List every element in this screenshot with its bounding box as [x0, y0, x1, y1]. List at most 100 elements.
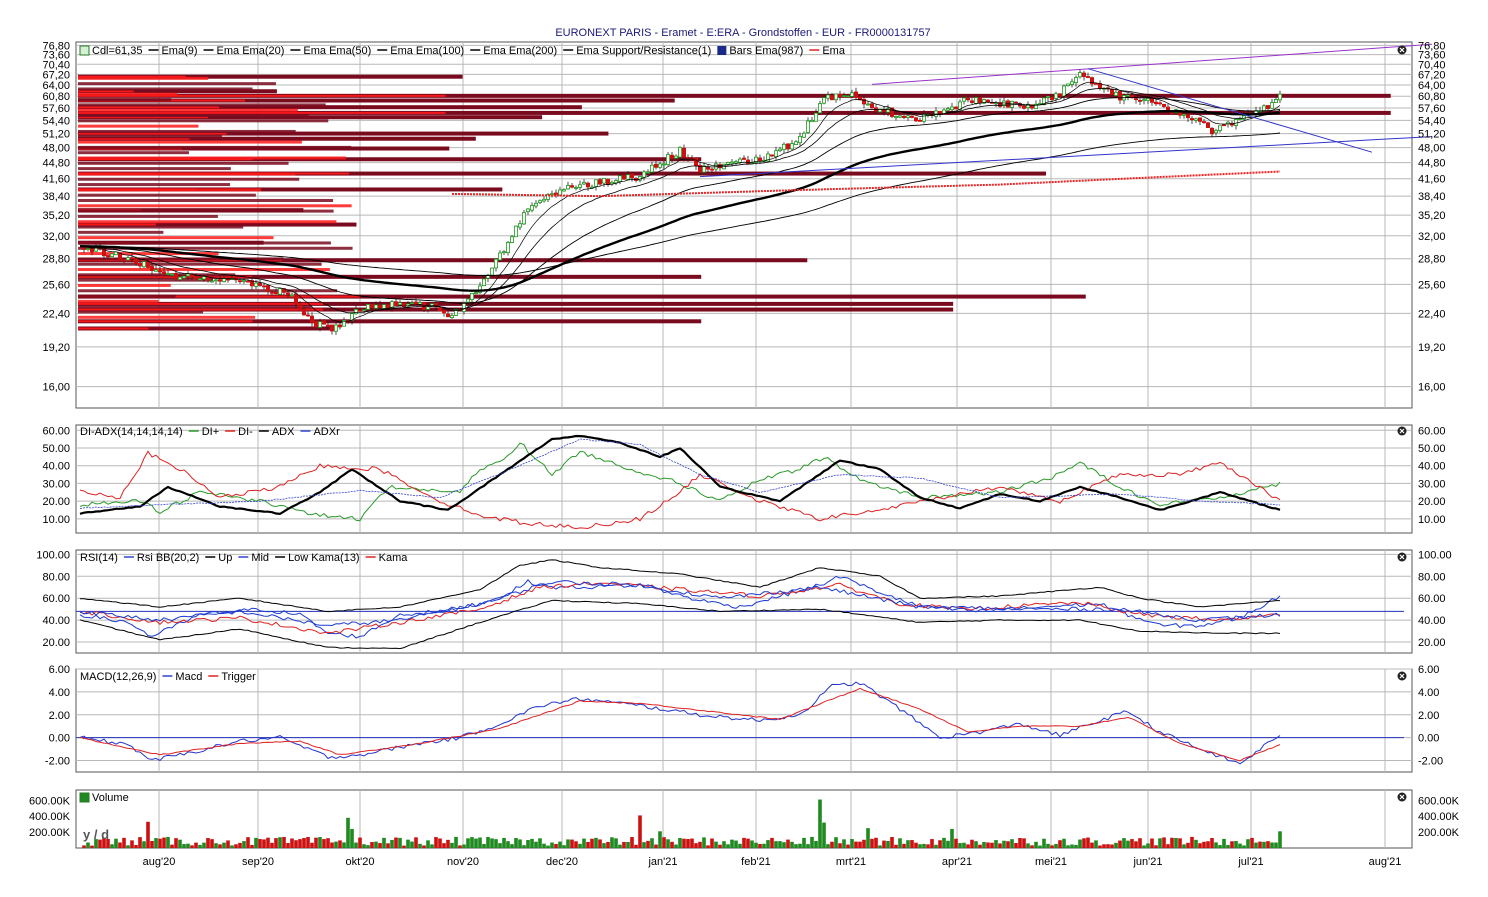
volume-bar-down — [630, 837, 634, 848]
volume-bar-down — [1186, 842, 1190, 848]
volume-bar-up — [762, 843, 766, 848]
legend-item-label: Ema — [822, 45, 846, 57]
volume-bar-down — [190, 845, 194, 848]
legend-item-label: Kama — [379, 552, 409, 564]
volume-y-tick-right: 400.00K — [1418, 811, 1460, 823]
candle-up — [702, 165, 707, 173]
price-y-tick-right: 60,80 — [1418, 91, 1446, 103]
candle-up — [497, 252, 502, 261]
sr-profile-bar — [78, 209, 334, 213]
volume-bar-down — [914, 842, 918, 848]
candle-down — [1134, 98, 1139, 101]
candle-up — [806, 120, 811, 133]
candle-down — [313, 320, 318, 328]
x-month-label: aug'21 — [1369, 856, 1402, 868]
candle-down — [173, 272, 178, 280]
price-y-tick-left: 38,40 — [42, 191, 70, 203]
close-circle-icon[interactable] — [1397, 426, 1407, 436]
indicator-layer — [76, 434, 1404, 765]
volume-bar-down — [1150, 838, 1154, 848]
candle-down — [862, 98, 867, 105]
price-y-tick-right: 51,20 — [1418, 129, 1446, 141]
candle-up — [822, 97, 827, 104]
candle-up — [778, 148, 783, 152]
close-circle-icon[interactable] — [1397, 45, 1407, 55]
candle-down — [269, 291, 274, 294]
x-month-label: aug'20 — [143, 856, 176, 868]
volume-bar-down — [926, 844, 930, 848]
x-month-label: jan'21 — [647, 856, 677, 868]
volume-bar-down — [402, 845, 406, 848]
volume-bar-up — [722, 841, 726, 848]
volume-bar-up — [994, 840, 998, 848]
candle-up — [153, 269, 158, 272]
candle-down — [978, 97, 983, 104]
volume-bar-up — [166, 836, 170, 848]
candle-up — [982, 99, 987, 104]
volume-bar-up — [782, 842, 786, 848]
candle-up — [169, 274, 174, 276]
candle-down — [1110, 88, 1115, 95]
volume-bar-down — [998, 843, 1002, 848]
candle-up — [1034, 103, 1039, 110]
volume-bar-up — [526, 840, 530, 848]
sr-profile-bar — [78, 76, 209, 80]
chart-title: EURONEXT PARIS - Eramet - E:ERA - Gronds… — [555, 27, 930, 39]
candle-up — [481, 278, 486, 287]
sr-bar — [78, 319, 702, 324]
close-circle-icon[interactable] — [1397, 671, 1407, 681]
volume-bar-up — [898, 838, 902, 848]
trendline-lower-rising — [699, 136, 1433, 178]
candle-down — [1138, 100, 1143, 102]
volume-bar-up — [814, 840, 818, 848]
volume-bar-down — [338, 840, 342, 848]
close-circle-icon[interactable] — [1397, 552, 1407, 562]
candle-down — [445, 313, 450, 318]
volume-bar-down — [274, 838, 278, 848]
close-circle-icon[interactable] — [1397, 792, 1407, 802]
volume-bar-up — [774, 841, 778, 848]
candle-down — [1206, 122, 1211, 129]
candle-down — [1086, 76, 1091, 78]
candle-up — [834, 93, 839, 101]
legend-item-label: Mid — [251, 552, 269, 564]
candle-up — [782, 143, 787, 151]
sr-bar — [78, 301, 954, 306]
volume-bar-down — [990, 842, 994, 848]
volume-bar-down — [858, 841, 862, 848]
candle-down — [369, 303, 374, 309]
di-adx-y-tick-left: 60.00 — [42, 425, 70, 437]
price-y-tick-right: 64,00 — [1418, 80, 1446, 92]
sr-bar — [78, 89, 277, 94]
candle-up — [1062, 85, 1067, 97]
candle-down — [297, 303, 302, 310]
volume-bar-up — [750, 840, 754, 848]
di-adx-panel — [75, 424, 1413, 534]
candle-down — [1266, 105, 1271, 109]
volume-bar-up — [798, 843, 802, 848]
candle-up — [790, 143, 795, 150]
di-adx-y-tick-right: 20.00 — [1418, 496, 1446, 508]
sr-profile-bar — [78, 172, 296, 176]
candle-down — [285, 292, 290, 296]
volume-bar-up — [1054, 843, 1058, 848]
volume-bar-up — [1222, 838, 1226, 848]
volume-bar-down — [146, 821, 150, 848]
di-adx-series-di — [79, 450, 1281, 530]
candle-up — [618, 175, 623, 182]
di-adx-series-adxr — [79, 438, 1281, 510]
volume-bar-up — [810, 836, 814, 848]
volume-bar-down — [258, 839, 262, 848]
legend-item-label: MACD(12,26,9) — [80, 671, 156, 683]
candle-down — [686, 157, 691, 159]
volume-bar-up — [474, 838, 478, 848]
candle-up — [241, 280, 246, 282]
sr-profile-bar — [78, 310, 204, 314]
volume-bar-up — [1066, 845, 1070, 848]
volume-bar-up — [1218, 845, 1222, 848]
volume-bar-down — [646, 840, 650, 848]
volume-bar-down — [1030, 845, 1034, 848]
volume-bar-down — [1178, 838, 1182, 848]
volume-bar-up — [398, 837, 402, 848]
